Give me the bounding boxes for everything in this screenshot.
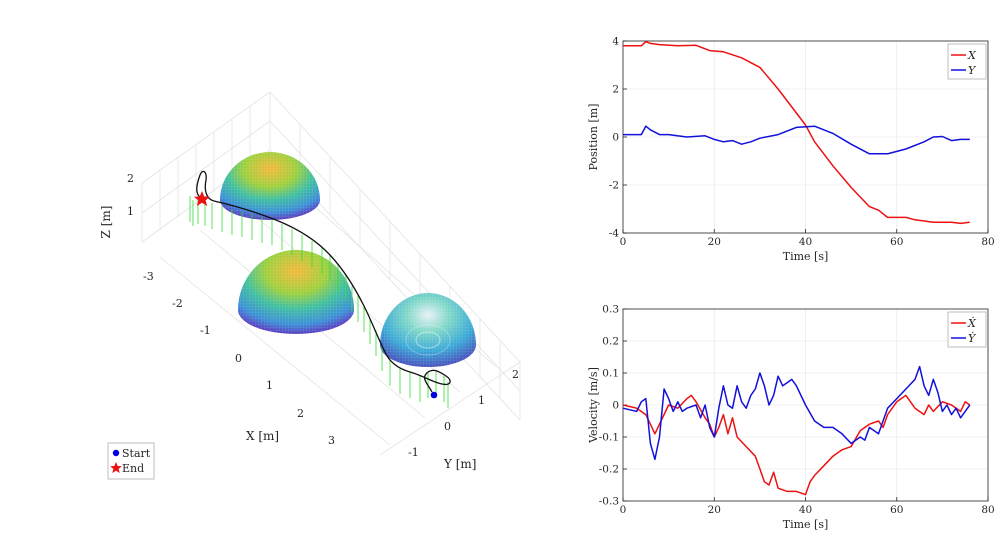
x-tick-label: 40 <box>799 236 812 248</box>
series-line <box>622 365 971 461</box>
y-axis-label: Position [m] <box>587 104 600 171</box>
x-tick-label: 80 <box>981 504 994 516</box>
end-legend-marker <box>110 462 122 473</box>
x-tick-label: 60 <box>890 504 903 516</box>
z-tick: 2 <box>127 172 134 185</box>
legend-start: Start <box>122 447 151 460</box>
y-tick-label: 0.2 <box>602 336 619 348</box>
legend-label: Y <box>968 64 977 77</box>
legend-label: X <box>967 49 977 62</box>
legend: ẊẎ <box>947 311 987 348</box>
series-line <box>623 40 970 225</box>
y-tick-label: -0.1 <box>599 432 619 444</box>
series-line <box>622 394 971 496</box>
x-tick: -2 <box>172 297 183 310</box>
y-tick: 1 <box>478 394 485 407</box>
start-legend-marker <box>112 449 120 457</box>
trajectory-path <box>196 170 451 393</box>
zlabel: Z [m] <box>99 206 113 239</box>
y-tick-label: -4 <box>609 228 620 240</box>
x-tick-label: 0 <box>620 236 627 248</box>
y-tick-label: 4 <box>612 36 619 48</box>
y-tick-label: 0.3 <box>602 304 619 316</box>
x-tick-label: 20 <box>708 236 721 248</box>
y-tick-label: 2 <box>612 84 619 96</box>
position-plot: 0 20 40 60 80 -4 -2 0 2 4 Time [s] Position [m] XY <box>587 36 995 264</box>
legend-label: Ẏ <box>968 331 977 345</box>
x-tick-label: 20 <box>708 504 721 516</box>
y-tick-label: -2 <box>609 180 619 192</box>
legend: XY <box>947 43 987 80</box>
y-tick-label: -0.3 <box>599 496 619 508</box>
y-tick-label: -0.2 <box>599 464 619 476</box>
x-axis-label: Time [s] <box>783 518 829 531</box>
x-axis-label: Time [s] <box>783 250 829 263</box>
x-tick-label: 60 <box>890 236 903 248</box>
x-tick: -1 <box>200 324 211 337</box>
y-tick-label: 0 <box>612 400 619 412</box>
z-tick: 1 <box>127 205 134 218</box>
legend-label: Ẋ <box>967 316 977 330</box>
legend-3d: Start End <box>107 442 155 480</box>
series-line <box>623 125 970 155</box>
y-tick-label: 0 <box>612 132 619 144</box>
xlabel-3d: X [m] <box>246 429 279 443</box>
x-tick: -3 <box>143 270 154 283</box>
obstacle-dome <box>220 152 320 220</box>
legend-end: End <box>122 462 144 475</box>
y-tick: -1 <box>408 446 419 459</box>
x-tick: 2 <box>297 407 304 420</box>
x-tick: 1 <box>266 379 273 392</box>
legend-box <box>947 311 987 348</box>
y-tick-label: 0.1 <box>602 368 619 380</box>
ylabel-3d: Y [m] <box>443 457 476 471</box>
start-marker <box>430 391 438 399</box>
x-tick: 3 <box>328 434 335 447</box>
x-tick-label: 40 <box>799 504 812 516</box>
panel-3d: Z [m] 2 1 -3 -2 -1 0 1 2 3 X [m] -1 0 1 … <box>99 91 521 480</box>
obstacle-dome <box>238 250 354 334</box>
velocity-plot: 0 20 40 60 80 -0.3 -0.2 -0.1 0 0.1 0.2 0.3 Time [s] V… <box>587 304 995 532</box>
y-tick: 2 <box>512 368 519 381</box>
y-tick: 0 <box>444 420 451 433</box>
x-tick-label: 80 <box>981 236 994 248</box>
legend-box <box>947 43 987 80</box>
x-tick: 0 <box>235 352 242 365</box>
end-marker <box>194 191 210 206</box>
x-tick-label: 0 <box>620 504 627 516</box>
y-axis-label: Velocity [m/s] <box>587 367 600 444</box>
trajectory-droplines <box>189 196 449 408</box>
obstacle-dome <box>380 293 476 367</box>
